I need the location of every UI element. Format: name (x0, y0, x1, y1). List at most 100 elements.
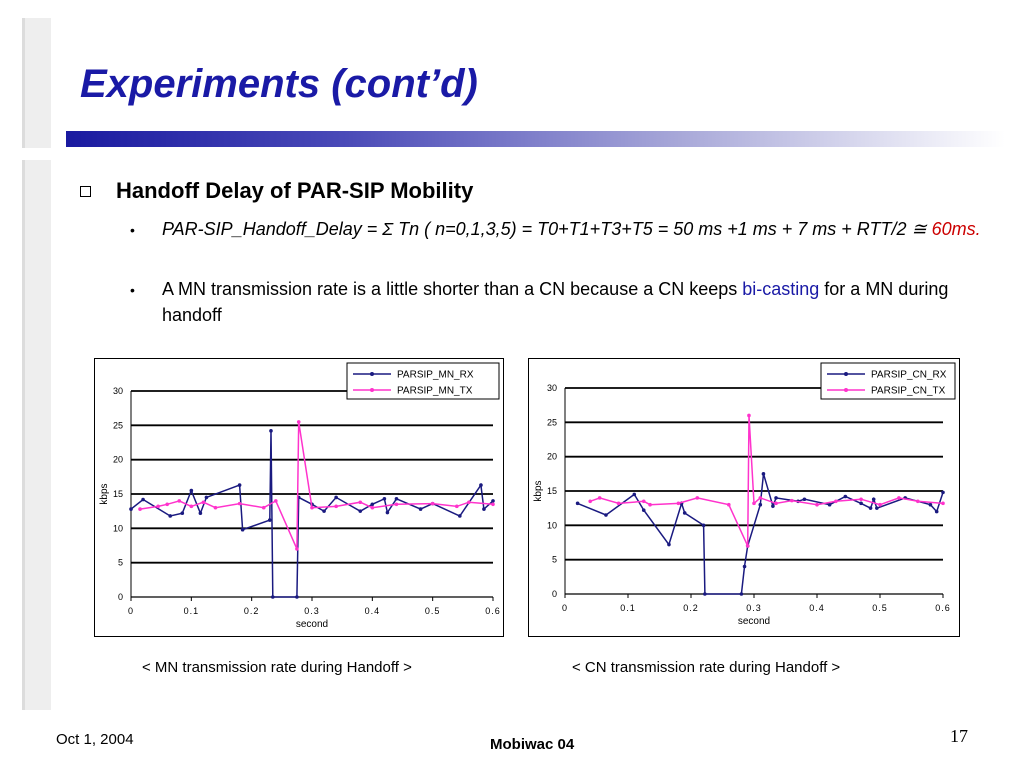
bicasting-term: bi-casting (742, 279, 820, 299)
mn-rate-chart: 0 5 10 15 20 25 30 0 0.1 0.2 0.3 0.4 0.5 0.6 second kbp… (94, 358, 504, 637)
data-point (129, 507, 133, 511)
data-point (648, 502, 652, 507)
data-point (394, 502, 399, 507)
data-point (774, 496, 778, 500)
data-point (761, 472, 766, 476)
slide-title: Experiments (cont’d) (80, 62, 478, 106)
data-point (878, 502, 882, 507)
data-point (177, 499, 182, 503)
data-point (295, 547, 299, 551)
bullet-dot-icon: • (130, 222, 135, 238)
data-point (382, 497, 387, 501)
data-point (334, 495, 338, 500)
legend-swatch-point (844, 388, 848, 392)
data-point (385, 510, 390, 515)
data-point (588, 499, 592, 504)
data-point (370, 502, 375, 507)
x-tick-label: 0.1 (184, 606, 200, 616)
data-point (934, 509, 939, 514)
data-point (138, 507, 142, 511)
cn-rate-chart: 0 5 10 15 20 25 30 0 0.1 0.2 0.3 0.4 0.5 0.6 second kbp… (528, 358, 960, 637)
section-heading: Handoff Delay of PAR-SIP Mobility (116, 178, 474, 203)
data-point (843, 494, 848, 499)
x-tick-label: 0 (128, 606, 134, 616)
footer-conference: Mobiwac 04 (490, 736, 575, 753)
data-point (758, 502, 763, 507)
y-tick-label: 0 (118, 592, 123, 602)
data-point (834, 499, 838, 504)
data-point (859, 501, 863, 506)
y-axis-label: kbps (99, 483, 110, 504)
data-point (322, 509, 326, 513)
data-point (269, 429, 273, 433)
data-point (745, 544, 750, 548)
y-tick-label: 25 (113, 420, 123, 430)
data-point (168, 514, 173, 518)
x-tick-label: 0 (562, 603, 568, 613)
data-point (575, 501, 580, 506)
data-point (180, 511, 185, 516)
data-point (667, 542, 671, 547)
mn-chart-caption: < MN transmission rate during Handoff > (142, 659, 412, 676)
decorative-bar-top (22, 18, 51, 148)
data-point (267, 518, 272, 522)
legend-swatch-point (370, 372, 374, 376)
data-point (310, 505, 314, 510)
x-tick-label: 0.5 (872, 603, 888, 613)
data-point (204, 495, 209, 500)
data-point (739, 592, 744, 596)
data-point (189, 504, 194, 509)
data-point (491, 502, 495, 507)
cn-chart-caption: < CN transmission rate during Handoff > (572, 659, 841, 676)
title-underline (66, 131, 1005, 147)
x-tick-label: 0.3 (304, 606, 320, 616)
data-point (771, 504, 775, 508)
data-point (859, 497, 863, 502)
data-point (156, 504, 160, 509)
y-tick-label: 10 (113, 523, 123, 533)
data-point (897, 496, 901, 500)
sigma-symbol: Σ (382, 219, 394, 239)
decorative-bar-bottom (22, 160, 51, 710)
data-point (370, 505, 375, 510)
data-point (916, 499, 920, 504)
footer-date: Oct 1, 2004 (56, 731, 134, 748)
bullet1-text-a: PAR-SIP_Handoff_Delay = (162, 219, 383, 239)
data-point (941, 490, 945, 495)
delay-result: 60ms. (931, 219, 981, 239)
data-point (201, 500, 206, 505)
y-tick-label: 20 (547, 452, 557, 462)
y-tick-label: 15 (113, 489, 123, 499)
data-point (827, 502, 832, 507)
x-tick-label: 0.5 (425, 606, 441, 616)
data-point (237, 501, 242, 506)
data-point (941, 501, 945, 506)
data-point (295, 595, 299, 599)
data-point (752, 501, 756, 506)
page-number: 17 (950, 726, 968, 746)
x-tick-label: 0.1 (620, 603, 636, 613)
data-point (479, 483, 483, 487)
legend-swatch-point (844, 372, 848, 376)
data-point (695, 496, 700, 500)
data-point (274, 499, 278, 503)
x-tick-label: 0.4 (365, 606, 381, 616)
data-point (676, 501, 681, 506)
series-line-mn-tx (139, 421, 494, 550)
data-point (871, 497, 876, 502)
data-point (198, 511, 203, 516)
approx-symbol: ≅ (911, 219, 927, 239)
y-tick-label: 15 (547, 486, 557, 496)
y-tick-label: 30 (547, 383, 557, 393)
y-tick-label: 5 (118, 558, 123, 568)
legend-box (820, 362, 956, 400)
legend-label: PARSIP_MN_RX (397, 370, 474, 381)
cn-chart-svg: 0 5 10 15 20 25 30 0 0.1 0.2 0.3 0.4 0.5 0.6 second kbp… (533, 362, 956, 627)
y-tick-label: 20 (113, 455, 123, 465)
data-point (727, 502, 731, 507)
series-line-cn-tx (589, 415, 944, 547)
data-point (358, 500, 363, 505)
data-point (165, 502, 169, 507)
bullet-handoff-delay: PAR-SIP_Handoff_Delay = Σ Tn ( n=0,1,3,5… (162, 216, 992, 242)
data-point (467, 500, 471, 505)
